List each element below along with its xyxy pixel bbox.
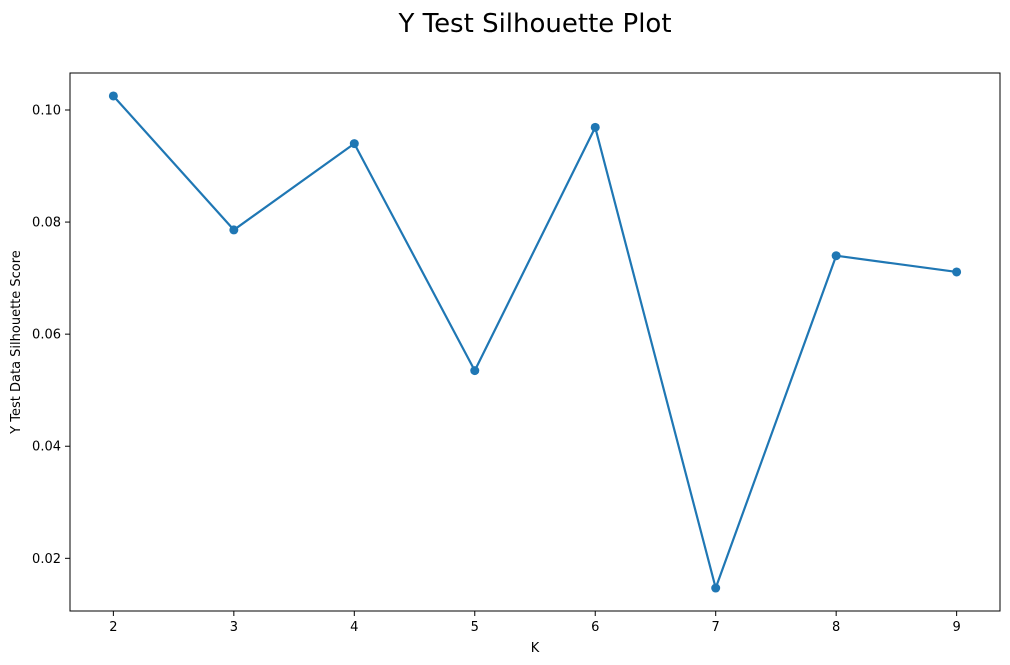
- plot-frame: [69, 72, 1001, 612]
- data-point: [590, 122, 600, 132]
- x-tick-label: 8: [832, 620, 840, 635]
- data-point: [831, 251, 841, 261]
- y-tick-label: 0.06: [32, 328, 61, 343]
- x-tick-label: 5: [471, 620, 479, 635]
- x-tick-label: 2: [109, 620, 117, 635]
- y-tick-label: 0.10: [32, 103, 61, 118]
- x-tick-label: 7: [712, 620, 720, 635]
- series-layer: [108, 91, 962, 593]
- data-point: [952, 267, 962, 277]
- x-tick-label: 4: [350, 620, 358, 635]
- data-point: [711, 583, 721, 593]
- x-tick-label: 9: [952, 620, 960, 635]
- y-axis: 0.02 0.04 0.06 0.08 0.10: [32, 103, 70, 567]
- chart-title: Y Test Silhouette Plot: [397, 9, 671, 39]
- data-point: [108, 91, 118, 101]
- x-tick-label: 3: [230, 620, 238, 635]
- series-line: [112, 94, 958, 590]
- y-tick-label: 0.08: [32, 216, 61, 231]
- data-point: [470, 366, 480, 376]
- data-point: [229, 225, 239, 235]
- x-axis: 2 3 4 5 6 7 8 9: [109, 611, 961, 635]
- y-axis-title: Y Test Data Silhouette Score: [9, 250, 24, 435]
- y-tick-label: 0.02: [32, 552, 61, 567]
- y-tick-label: 0.04: [32, 440, 61, 455]
- x-axis-title: K: [531, 641, 540, 656]
- data-point: [349, 139, 359, 149]
- x-tick-label: 6: [591, 620, 599, 635]
